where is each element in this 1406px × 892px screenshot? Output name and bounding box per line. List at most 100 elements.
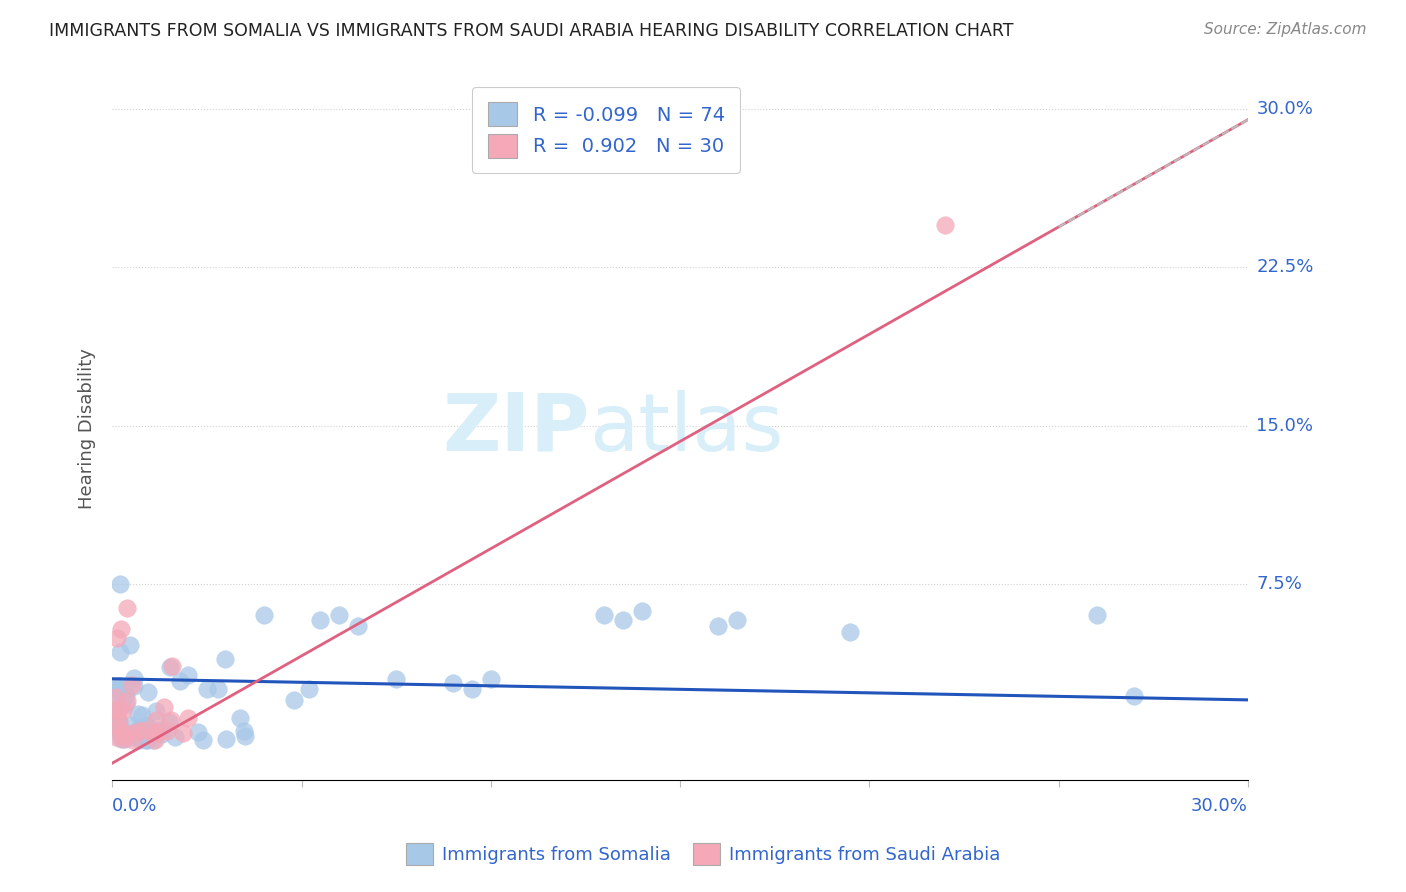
Point: [118, 718, 141, 732]
Point: [114, 689, 136, 703]
Point: [145, 733, 167, 747]
Point: [233, 729, 256, 743]
Point: [107, 720, 129, 734]
Text: 7.5%: 7.5%: [1257, 574, 1302, 593]
Point: [631, 604, 654, 618]
Point: [122, 679, 145, 693]
Point: [309, 613, 332, 627]
Point: [135, 732, 157, 747]
Point: [105, 681, 128, 695]
Point: [115, 600, 138, 615]
Y-axis label: Hearing Disability: Hearing Disability: [79, 348, 96, 509]
Point: [612, 613, 634, 627]
Point: [105, 730, 128, 744]
Point: [107, 706, 129, 720]
Text: 0.0%: 0.0%: [112, 797, 157, 815]
Point: [160, 713, 183, 727]
Point: [107, 716, 129, 731]
Point: [191, 733, 214, 747]
Point: [172, 726, 194, 740]
Point: [142, 733, 165, 747]
Point: [136, 685, 159, 699]
Point: [110, 698, 132, 712]
Point: [159, 659, 181, 673]
Point: [105, 709, 128, 723]
Point: [105, 721, 128, 735]
Point: [129, 721, 152, 735]
Text: Source: ZipAtlas.com: Source: ZipAtlas.com: [1204, 22, 1367, 37]
Point: [233, 724, 256, 739]
Point: [186, 725, 208, 739]
Point: [328, 608, 350, 623]
Point: [441, 676, 464, 690]
Point: [215, 731, 238, 746]
Point: [108, 645, 131, 659]
Point: [298, 682, 321, 697]
Text: 22.5%: 22.5%: [1257, 259, 1313, 277]
Point: [725, 613, 748, 627]
Point: [253, 608, 276, 623]
Point: [283, 693, 305, 707]
Point: [105, 690, 128, 704]
Point: [207, 681, 229, 696]
Text: 15.0%: 15.0%: [1257, 417, 1313, 434]
Point: [229, 711, 252, 725]
Point: [131, 708, 153, 723]
Point: [108, 577, 131, 591]
Point: [112, 703, 135, 717]
Point: [121, 678, 143, 692]
Point: [214, 652, 236, 666]
Point: [145, 724, 167, 739]
Point: [135, 732, 157, 747]
Point: [111, 726, 134, 740]
Point: [112, 729, 135, 743]
Point: [385, 672, 408, 686]
Point: [127, 706, 149, 721]
Point: [169, 673, 191, 688]
Point: [108, 714, 131, 728]
Point: [121, 733, 143, 747]
Point: [115, 688, 138, 702]
Point: [108, 721, 131, 735]
Point: [145, 704, 167, 718]
Point: [163, 731, 186, 745]
Point: [105, 703, 128, 717]
Point: [593, 608, 616, 623]
Point: [108, 679, 131, 693]
Point: [153, 699, 176, 714]
Point: [107, 679, 129, 693]
Point: [112, 731, 135, 745]
Point: [124, 731, 146, 745]
Point: [934, 218, 956, 232]
Point: [136, 720, 159, 734]
Point: [1085, 608, 1108, 623]
Text: ZIP: ZIP: [441, 390, 589, 467]
Point: [108, 685, 131, 699]
Text: IMMIGRANTS FROM SOMALIA VS IMMIGRANTS FROM SAUDI ARABIA HEARING DISABILITY CORRE: IMMIGRANTS FROM SOMALIA VS IMMIGRANTS FR…: [49, 22, 1014, 40]
Text: 30.0%: 30.0%: [1191, 797, 1249, 815]
Point: [105, 706, 128, 720]
Point: [110, 622, 132, 636]
Legend: Immigrants from Somalia, Immigrants from Saudi Arabia: Immigrants from Somalia, Immigrants from…: [399, 836, 1007, 872]
Point: [129, 733, 152, 747]
Point: [479, 672, 502, 686]
Point: [1123, 689, 1146, 703]
Point: [115, 697, 138, 711]
Point: [177, 668, 200, 682]
Point: [105, 723, 128, 737]
Point: [128, 723, 150, 738]
Point: [120, 726, 142, 740]
Point: [115, 726, 138, 740]
Point: [110, 732, 132, 747]
Text: 30.0%: 30.0%: [1257, 100, 1313, 118]
Point: [115, 694, 138, 708]
Point: [105, 714, 128, 728]
Point: [145, 714, 167, 728]
Point: [177, 711, 200, 725]
Point: [150, 727, 173, 741]
Legend: R = -0.099   N = 74, R =  0.902   N = 30: R = -0.099 N = 74, R = 0.902 N = 30: [472, 87, 741, 173]
Point: [155, 724, 177, 739]
Point: [128, 720, 150, 734]
Point: [157, 714, 180, 729]
Point: [105, 631, 128, 645]
